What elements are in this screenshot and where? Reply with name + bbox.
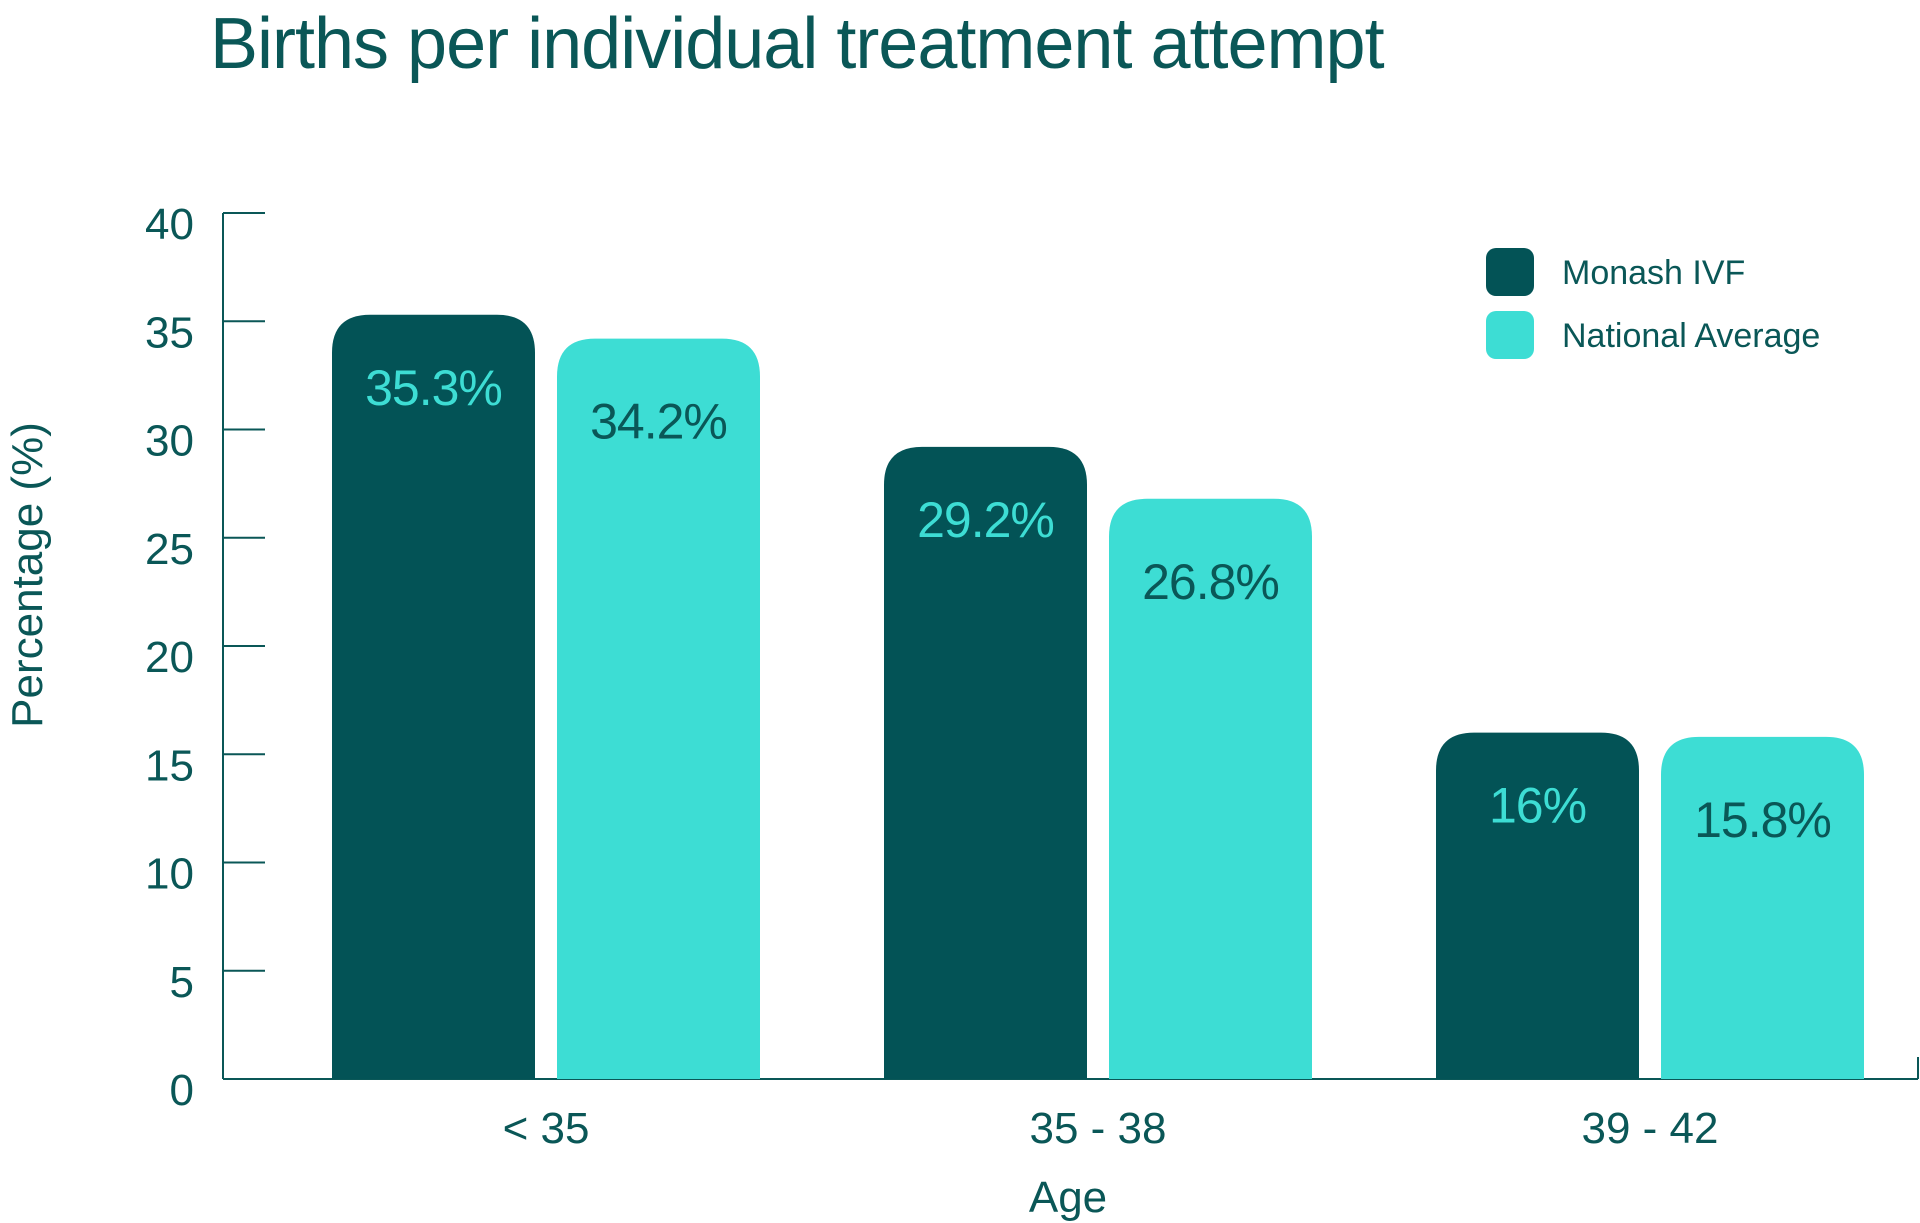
data-label: 35.3%	[365, 360, 502, 416]
bar-national-average	[557, 338, 760, 1079]
x-axis-labels: < 35 35 - 38 39 - 42	[503, 1104, 1719, 1153]
bars: 35.3% 34.2% 29.2% 26.8% 16% 15.8%	[332, 314, 1864, 1079]
legend-label: Monash IVF	[1562, 254, 1745, 292]
y-axis-ticks: 0 5 10 15 20 25 30 35 40	[145, 200, 265, 1115]
y-tick-label: 40	[145, 200, 194, 249]
x-tick-label: < 35	[503, 1104, 590, 1153]
data-label: 34.2%	[590, 394, 727, 450]
legend-label: National Average	[1562, 317, 1820, 355]
bar-monash-ivf	[1436, 732, 1639, 1079]
y-axis-title: Percentage (%)	[3, 422, 52, 728]
y-tick-label: 0	[170, 1066, 194, 1115]
y-tick-label: 15	[145, 741, 194, 790]
bar-national-average	[1661, 736, 1864, 1079]
y-tick-label: 30	[145, 417, 194, 466]
legend-swatch	[1486, 248, 1534, 296]
x-tick-label: 35 - 38	[1030, 1104, 1167, 1153]
legend-swatch	[1486, 311, 1534, 359]
data-label: 15.8%	[1694, 792, 1831, 848]
y-tick-label: 5	[170, 958, 194, 1007]
x-tick-label: 39 - 42	[1582, 1104, 1719, 1153]
bar-monash-ivf	[884, 446, 1087, 1079]
chart-title: Births per individual treatment attempt	[210, 4, 1385, 84]
data-label: 16%	[1489, 778, 1586, 834]
legend: Monash IVF National Average	[1486, 248, 1820, 359]
data-label: 29.2%	[917, 492, 1054, 548]
x-axis-title: Age	[1029, 1173, 1107, 1222]
data-label: 26.8%	[1142, 554, 1279, 610]
bar-monash-ivf	[332, 314, 535, 1079]
bar-national-average	[1109, 498, 1312, 1079]
y-tick-label: 10	[145, 850, 194, 899]
y-tick-label: 35	[145, 308, 194, 357]
y-tick-label: 20	[145, 633, 194, 682]
y-tick-label: 25	[145, 525, 194, 574]
